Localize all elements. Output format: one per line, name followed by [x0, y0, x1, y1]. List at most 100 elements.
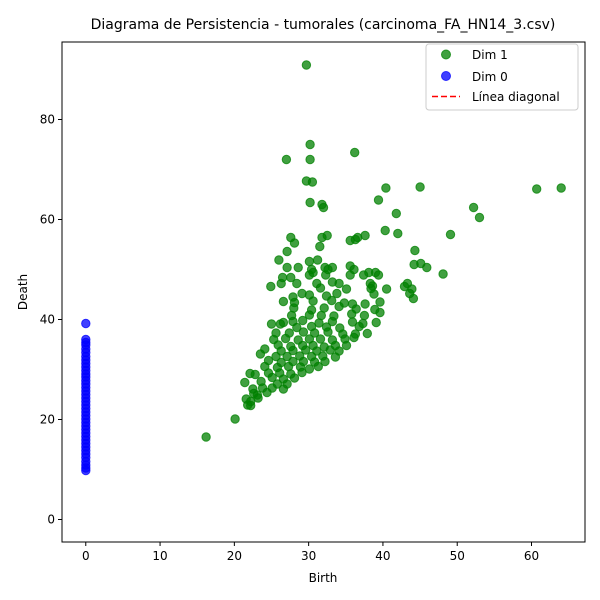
dim1-point-65 [315, 283, 326, 293]
dim1-point-0 [301, 60, 312, 70]
dim1-point-158 [320, 356, 330, 367]
y-tick-label: 20 [40, 413, 55, 427]
dim1-point-13 [318, 202, 329, 213]
dim1-point-141 [288, 345, 298, 356]
dim1-point-10 [556, 183, 566, 193]
dim1-point-79 [278, 296, 289, 307]
dim1-point-111 [292, 322, 302, 333]
dim1-point-33 [304, 256, 315, 267]
y-tick-label: 60 [40, 213, 55, 227]
legend-label-dim0: Dim 0 [472, 70, 508, 84]
dim1-point-76 [369, 289, 379, 299]
dim1-point-123 [362, 328, 372, 339]
dim1-point-32 [274, 255, 284, 265]
points-layer [81, 60, 566, 476]
legend-label-dim1: Dim 1 [472, 48, 508, 62]
dim1-point-109 [266, 319, 277, 329]
chart-title: Diagrama de Persistencia - tumorales (ca… [91, 17, 556, 33]
dim1-point-142 [301, 345, 311, 355]
dim0-point-0 [81, 318, 91, 329]
dim1-point-30 [282, 246, 292, 257]
dim1-point-1 [305, 139, 315, 150]
dim1-point-119 [309, 328, 320, 338]
dim1-point-20 [445, 229, 456, 240]
dim1-point-68 [381, 284, 392, 294]
dim1-point-108 [371, 317, 381, 328]
dim1-point-100 [375, 307, 385, 318]
dim1-point-164 [313, 361, 323, 372]
dim1-point-91 [334, 301, 344, 312]
x-tick-label: 10 [152, 549, 167, 563]
dim1-point-103 [298, 315, 308, 326]
dim1-point-110 [275, 319, 286, 329]
dim1-point-118 [298, 327, 309, 337]
legend: Dim 1 Dim 0 Línea diagonal [425, 43, 579, 111]
dim0-point-39 [81, 465, 91, 476]
x-tick-label: 0 [82, 549, 90, 563]
dim1-point-105 [327, 316, 338, 327]
legend-frame [425, 43, 579, 111]
x-tick-label: 20 [227, 549, 242, 563]
dim1-point-48 [373, 270, 384, 280]
dim1-point-53 [308, 267, 318, 278]
dim1-point-128 [315, 334, 326, 344]
dim1-point-34 [312, 255, 323, 265]
y-axis-label: Death [16, 274, 30, 310]
dim1-point-104 [314, 318, 324, 328]
dim1-point-49 [438, 269, 448, 279]
legend-label-diagonal: Línea diagonal [472, 90, 560, 104]
dim1-point-95 [304, 310, 315, 320]
dim1-point-171 [267, 372, 277, 383]
dim1-point-8 [415, 182, 425, 192]
dim1-point-120 [323, 327, 333, 337]
dim1-point-81 [308, 296, 318, 306]
dim1-point-55 [345, 270, 355, 280]
dim1-point-28 [289, 238, 300, 248]
dim1-point-99 [359, 310, 370, 321]
dim1-point-148 [282, 351, 292, 362]
dim1-point-125 [280, 333, 291, 344]
dim1-point-37 [422, 262, 432, 273]
y-tick-label: 80 [40, 113, 55, 127]
dim1-point-29 [315, 241, 325, 252]
dim1-point-54 [321, 270, 331, 280]
dim1-point-23 [322, 230, 332, 241]
dim1-point-146 [255, 349, 266, 359]
dim1-point-115 [354, 321, 364, 332]
dim1-point-58 [292, 278, 302, 289]
dim1-point-16 [391, 208, 401, 219]
dim1-point-18 [380, 225, 390, 236]
dim1-point-138 [341, 340, 352, 351]
dim1-point-19 [393, 228, 403, 239]
dim1-point-14 [468, 202, 479, 213]
dim1-point-144 [325, 345, 335, 355]
legend-marker-dim1 [441, 49, 451, 60]
dim1-point-51 [286, 272, 296, 283]
dim1-point-61 [334, 278, 344, 289]
plot-frame [61, 41, 586, 543]
dim1-point-64 [266, 281, 276, 292]
dim1-point-163 [304, 364, 315, 374]
dim1-point-106 [347, 317, 358, 327]
dim1-point-189 [246, 400, 256, 411]
dim1-point-56 [358, 270, 369, 280]
dim1-point-4 [350, 147, 360, 158]
legend-marker-dim0 [441, 71, 451, 81]
x-tick-label: 50 [450, 549, 465, 563]
ticks-layer: 0 10 20 30 40 50 60 0 20 40 60 80 [40, 113, 539, 564]
dim1-point-11 [305, 197, 315, 208]
dim1-point-190 [230, 414, 240, 424]
dim1-point-166 [250, 369, 260, 380]
dim1-point-147 [271, 351, 281, 362]
x-axis-label: Birth [309, 571, 338, 585]
dim1-point-98 [347, 309, 357, 319]
dim1-point-181 [278, 384, 289, 394]
dim1-point-186 [253, 393, 263, 403]
dim1-point-131 [349, 332, 359, 343]
dim1-point-15 [474, 212, 485, 223]
dim1-point-39 [293, 262, 303, 273]
dim1-point-38 [282, 262, 292, 273]
dim1-point-87 [408, 293, 419, 304]
dim1-point-3 [305, 154, 315, 165]
